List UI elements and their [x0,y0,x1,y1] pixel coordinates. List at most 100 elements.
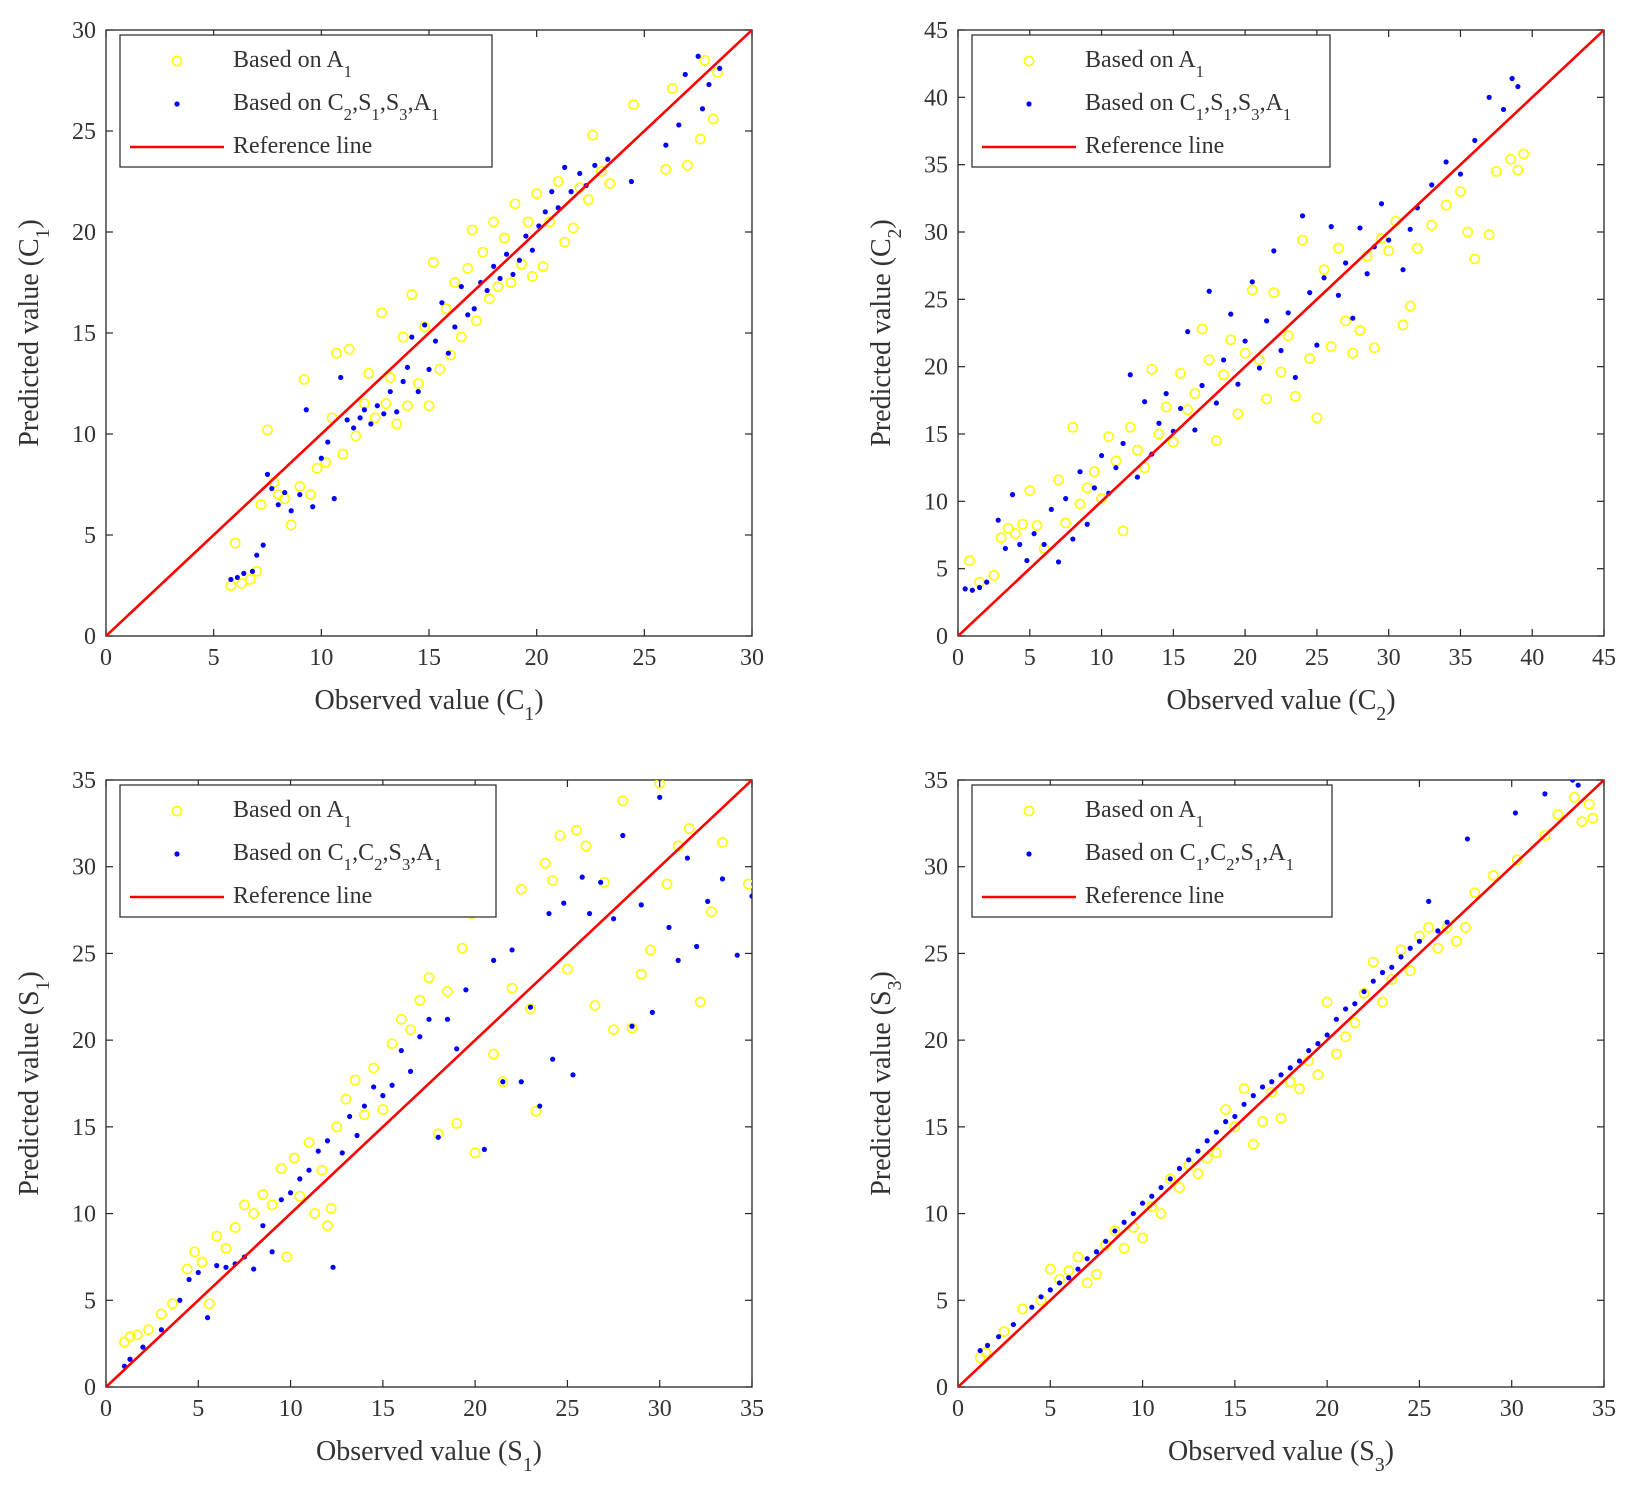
data-point-circle [742,878,752,890]
data-point-circle [699,54,711,66]
data-point-dot [454,1046,460,1052]
legend-entry-text-part: ,S [1204,90,1223,116]
legend-entry-text-part: ,A [1262,840,1286,866]
y-axis-label: Predicted value (C2) [866,219,906,447]
data-point-circle [661,878,673,890]
data-point-dot [422,322,428,328]
data-point-dot [275,502,281,508]
data-point-circle [559,236,571,248]
data-point-circle [1312,1069,1324,1081]
data-point-dot [1091,485,1097,491]
data-point-circle [1196,323,1208,335]
data-point-circle [288,1152,300,1164]
data-point-dot [706,81,712,88]
data-point-dot [1278,347,1284,354]
data-point-circle [369,412,381,424]
data-point-dot [1029,1304,1035,1310]
data-point-dot [1249,279,1255,285]
plot-area-frame [957,779,1605,1388]
x-axis-label-subscript: 1 [524,704,534,725]
data-point-dot [717,65,723,71]
data-point-circle [380,398,392,410]
data-point-circle [1404,300,1416,312]
data-point-dot [1370,978,1376,984]
data-point-circle [666,83,678,94]
data-point-circle [405,1024,416,1036]
x-tick-label: 15 [371,1396,395,1422]
data-point-dot [315,1148,321,1154]
data-point-circle [707,113,719,125]
legend-entry-label: Reference line [1085,133,1224,159]
data-point-dot [1149,1193,1155,1199]
data-point-dot [1343,260,1349,266]
data-point-circle [1010,528,1021,540]
data-point-dot [663,142,669,148]
data-point-circle [377,1104,389,1115]
data-point-dot [568,189,574,195]
data-point-circle [1462,226,1474,238]
data-point-circle [320,456,332,468]
data-point-dot [1047,1287,1053,1293]
data-point-circle [498,232,510,244]
x-axis-label-text: Observed value (C [314,685,524,716]
legend-entry-label: Based on A1 [1085,47,1204,81]
data-point-dot [1232,1113,1238,1120]
data-point-circle [434,363,446,375]
data-point-circle [337,448,349,460]
data-point-circle [1164,1173,1176,1185]
subplot-3: 0 5 10 15 20 25 30 35 0 5 10 15 20 25 30 35 Observed val… [14,768,764,1476]
data-point-dot [1009,492,1016,498]
data-point-dot [1361,988,1367,995]
data-point-dot [1055,559,1062,565]
legend-entry-label: Reference line [233,133,372,159]
y-tick-label: 10 [924,489,948,515]
data-layer [106,780,752,1387]
data-point-circle [995,532,1007,544]
data-point-circle [694,996,706,1008]
data-point-circle [522,216,534,228]
x-tick-label: 35 [1592,1396,1616,1422]
data-point-dot [1176,1165,1183,1172]
data-point-dot [1048,506,1054,513]
data-point-circle [988,570,1000,581]
data-point-dot [542,209,548,215]
data-point-dot [1127,372,1133,378]
data-point-dot [325,439,331,445]
data-point-dot [1070,536,1076,542]
data-point-dot [1077,469,1083,475]
data-point-circle [1311,412,1323,424]
legend-entry-text-part: ,S [1234,840,1253,866]
y-tick-label: 20 [72,220,96,246]
legend-entry-subscript: 2 [344,105,352,124]
x-axis-label-close: ) [1385,1436,1394,1467]
data-point-circle [189,1246,200,1258]
data-point-circle [1192,1168,1204,1180]
legend-entry-label: Based on C1,S1,S3,A1 [1085,90,1291,124]
legend-marker-circle [1023,55,1035,67]
x-tick-label: 0 [952,1396,964,1422]
data-point-dot [1235,381,1241,387]
data-point-dot [1204,1138,1210,1144]
y-tick-label: 25 [924,287,948,313]
x-tick-label: 10 [1131,1396,1155,1422]
legend-entry-text: Reference line [233,133,372,159]
data-point-circle [587,129,599,141]
data-point-circle [544,216,555,228]
data-point-dot [463,987,469,993]
reference-line [958,30,1604,636]
data-point-dot [1120,440,1126,447]
data-point-dot [1575,782,1581,788]
data-point-dot [381,411,387,417]
legend-marker-circle [1023,805,1035,817]
data-point-dot [1220,357,1227,363]
data-point-circle [1254,354,1265,366]
data-point-circle [562,963,573,975]
x-tick-label: 30 [1377,645,1401,671]
legend-entry-subscript: 1 [1286,855,1294,874]
legend-entry-text: Based on C [1085,90,1196,116]
x-axis-label: Observed value (C1) [314,685,543,725]
data-point-dot [269,1249,275,1255]
reference-line [958,780,1604,1387]
data-point-dot [204,1315,211,1321]
data-point-circle [1511,854,1523,866]
